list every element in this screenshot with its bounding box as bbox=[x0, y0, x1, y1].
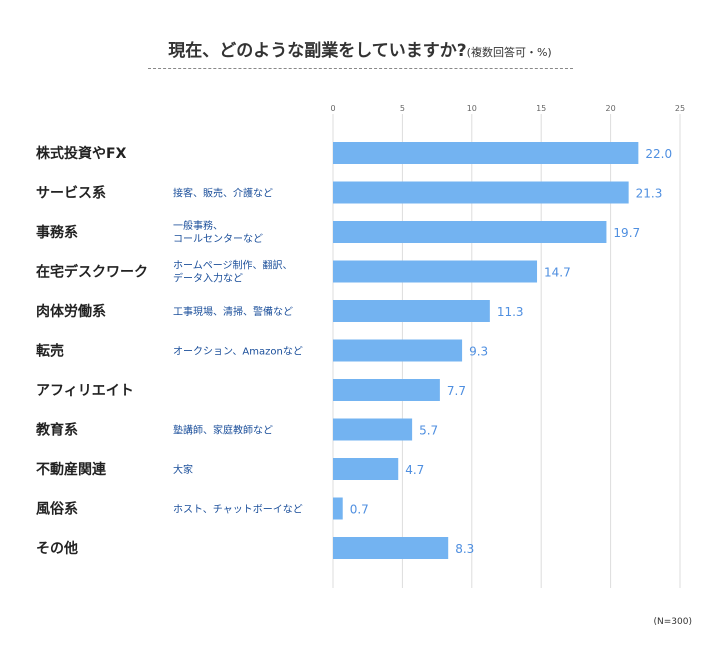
category-note: 接客、販売、介護など bbox=[173, 187, 273, 200]
value-label: 7.7 bbox=[447, 384, 466, 398]
x-tick-label: 10 bbox=[467, 104, 477, 113]
sample-size-note: (N=300) bbox=[653, 617, 692, 627]
value-label: 22.0 bbox=[645, 147, 672, 161]
bar bbox=[333, 418, 413, 441]
category-label: 風俗系 bbox=[36, 501, 78, 518]
x-tick-label: 25 bbox=[675, 104, 685, 113]
category-label: 教育系 bbox=[36, 422, 78, 439]
value-label: 19.7 bbox=[613, 226, 640, 240]
bar bbox=[333, 497, 343, 520]
category-label: 株式投資やFX bbox=[36, 145, 127, 162]
category-label: サービス系 bbox=[36, 185, 106, 202]
bar bbox=[333, 339, 463, 362]
category-note: 大家 bbox=[173, 463, 193, 476]
value-label: 5.7 bbox=[419, 424, 438, 438]
category-label: 肉体労働系 bbox=[36, 303, 106, 320]
value-label: 21.3 bbox=[636, 187, 663, 201]
chart-title-main: 現在、どのような副業をしていますか? bbox=[168, 41, 467, 61]
category-label: その他 bbox=[36, 540, 78, 557]
value-label: 9.3 bbox=[469, 345, 488, 359]
bar bbox=[333, 300, 490, 322]
bar bbox=[333, 458, 399, 480]
value-label: 8.3 bbox=[455, 542, 474, 556]
bar bbox=[333, 379, 440, 401]
bar bbox=[333, 537, 449, 559]
category-note: ホームページ制作、翻訳、 bbox=[173, 259, 293, 272]
category-note: コールセンターなど bbox=[173, 233, 263, 245]
bar bbox=[333, 260, 538, 283]
x-tick-label: 15 bbox=[536, 104, 546, 113]
bar bbox=[333, 142, 639, 164]
category-note: ホスト、チャットボーイなど bbox=[173, 504, 303, 516]
category-label: 在宅デスクワーク bbox=[36, 264, 148, 281]
value-label: 0.7 bbox=[350, 503, 369, 517]
x-tick-label: 0 bbox=[330, 104, 335, 113]
category-note: 一般事務、 bbox=[173, 219, 223, 232]
bar bbox=[333, 181, 629, 204]
chart-title: 現在、どのような副業をしていますか?(複数回答可・%) bbox=[0, 36, 720, 61]
value-label: 11.3 bbox=[497, 305, 524, 319]
category-note: 塾講師、家庭教師など bbox=[173, 424, 273, 437]
bar bbox=[333, 221, 607, 243]
category-label: 事務系 bbox=[36, 224, 78, 241]
value-label: 14.7 bbox=[544, 266, 571, 280]
chart-title-sub: (複数回答可・%) bbox=[466, 46, 552, 59]
category-note: データ入力など bbox=[173, 272, 243, 285]
category-note: オークション、Amazonなど bbox=[173, 346, 303, 358]
category-label: 不動産関連 bbox=[36, 461, 107, 478]
value-label: 4.7 bbox=[405, 463, 424, 477]
category-label: 転売 bbox=[36, 343, 64, 360]
title-divider bbox=[148, 68, 573, 69]
category-note: 工事現場、清掃、警備など bbox=[173, 305, 293, 318]
x-tick-label: 20 bbox=[606, 104, 616, 113]
x-tick-label: 5 bbox=[400, 104, 405, 113]
category-label: アフィリエイト bbox=[36, 383, 134, 399]
